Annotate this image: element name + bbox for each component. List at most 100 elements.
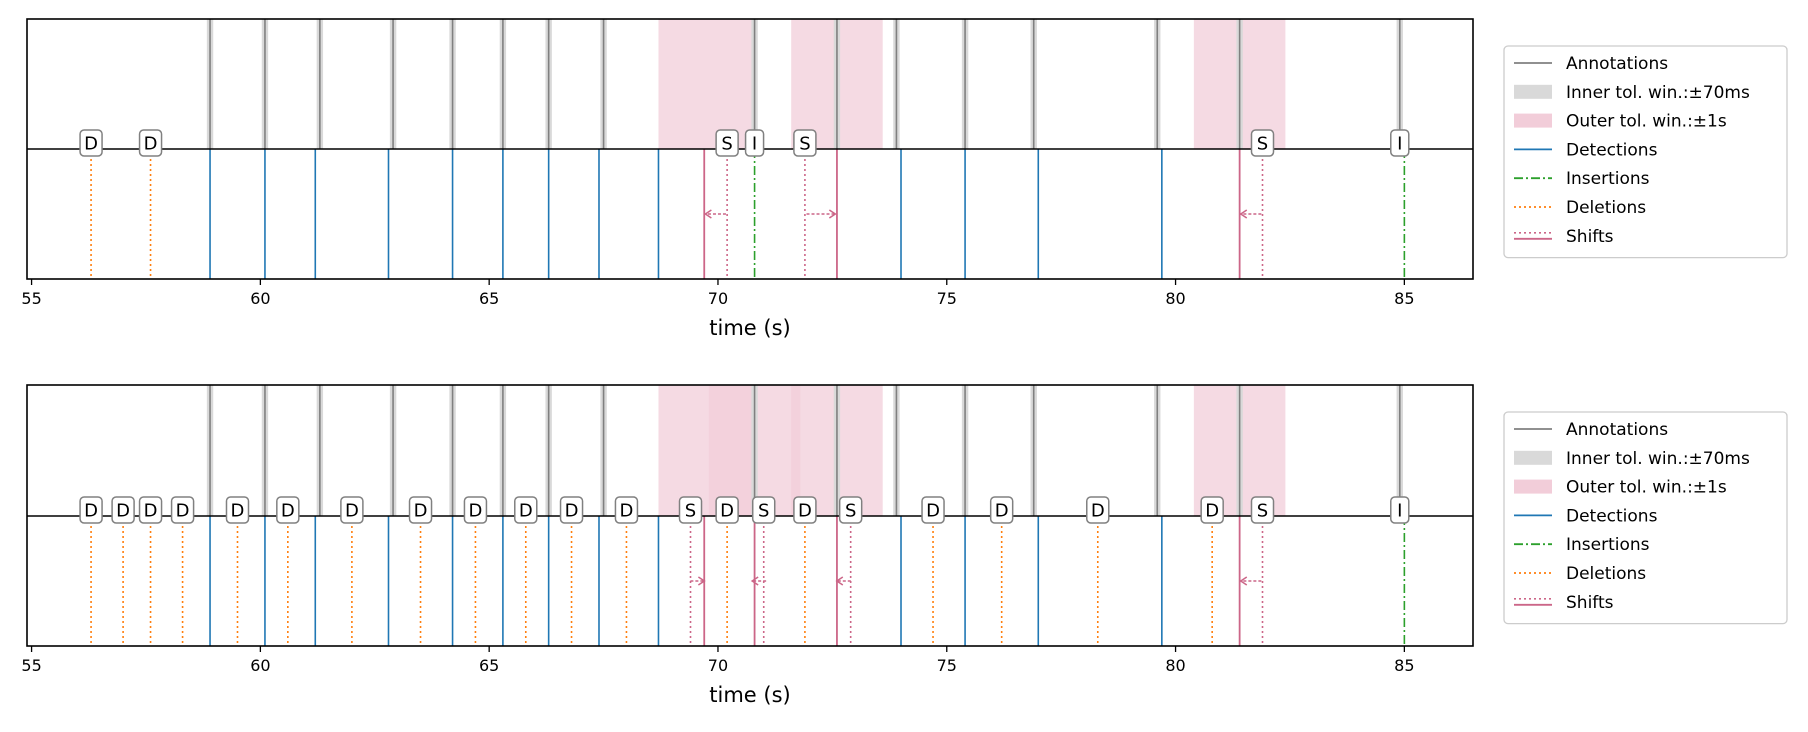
marker-box (111, 496, 135, 524)
legend-label: Detections (1566, 506, 1658, 526)
marker-box (793, 129, 817, 157)
legend-entry-3: Detections (1514, 506, 1658, 526)
marker-label: D (144, 134, 158, 155)
marker-label: I (1397, 134, 1402, 155)
marker-11: D (614, 496, 639, 524)
marker-19: D (1086, 496, 1110, 524)
marker-label: D (116, 501, 130, 522)
legend-swatch (1514, 113, 1552, 128)
marker-10: D (559, 496, 584, 524)
legend-label: Detections (1566, 140, 1658, 160)
x-tick-label: 75 (937, 656, 957, 675)
marker-2: S (715, 129, 739, 157)
legend: Annotations Inner tol. win.:±70ms Outer to… (1503, 45, 1788, 259)
legend-entry-1: Inner tol. win.:±70ms (1514, 83, 1750, 103)
legend-label: Annotations (1566, 54, 1668, 74)
marker-box (225, 496, 250, 524)
marker-box (989, 496, 1014, 524)
x-tick-label: 55 (21, 289, 41, 308)
marker-box (1200, 496, 1224, 524)
shift-arrow-2 (835, 576, 851, 586)
legend-entry-0: Annotations (1514, 420, 1668, 440)
marker-4: S (793, 129, 817, 157)
marker-12: S (678, 496, 703, 524)
legend-entry-2: Outer tol. win.:±1s (1514, 478, 1727, 498)
x-tick-label: 80 (1165, 289, 1185, 308)
marker-15: D (793, 496, 817, 524)
marker-box (276, 496, 300, 524)
marker-label: D (345, 501, 359, 522)
shift-arrow-0 (690, 576, 706, 586)
plot-area (90, 19, 1406, 279)
x-tick-label: 80 (1165, 656, 1185, 675)
legend-label: Insertions (1566, 535, 1650, 555)
marker-5: S (1250, 129, 1275, 157)
axes-frame (26, 384, 1474, 647)
legend: Annotations Inner tol. win.:±70ms Outer to… (1503, 411, 1788, 625)
marker-5: D (276, 496, 300, 524)
marker-0: D (79, 129, 103, 157)
marker-box (79, 129, 103, 157)
marker-box (514, 496, 538, 524)
legend-label: Annotations (1566, 420, 1668, 440)
marker-label: S (758, 501, 769, 522)
marker-label: D (720, 501, 734, 522)
marker-label: S (1257, 501, 1268, 522)
legend-entry-3: Detections (1514, 140, 1658, 160)
marker-box (614, 496, 639, 524)
marker-8: D (463, 496, 488, 524)
marker-box (559, 496, 584, 524)
marker-box (715, 496, 739, 524)
marker-9: D (514, 496, 538, 524)
marker-1: D (111, 496, 135, 524)
marker-label: I (1397, 501, 1402, 522)
marker-label: S (845, 501, 856, 522)
legend-label: Insertions (1566, 169, 1650, 189)
chart-panel-2: D D D D D D D D D D D D S D S D S D D D D S I55 60 65 70 75 80 85tim… (21, 384, 1788, 707)
plot-area (90, 385, 1406, 646)
legend-label: Outer tol. win.:±1s (1566, 112, 1727, 132)
marker-box (1390, 496, 1410, 524)
marker-box (838, 496, 863, 524)
marker-label: D (281, 501, 295, 522)
marker-box (715, 129, 739, 157)
marker-0: D (79, 496, 103, 524)
x-tick-label: 70 (708, 289, 728, 308)
marker-6: D (340, 496, 364, 524)
legend-label: Deletions (1566, 198, 1646, 218)
legend-entry-4: Insertions (1514, 535, 1650, 555)
x-tick-label: 70 (708, 656, 728, 675)
legend-entry-1: Inner tol. win.:±70ms (1514, 449, 1750, 469)
marker-label: I (752, 134, 757, 155)
marker-label: D (84, 134, 98, 155)
x-tick-label: 60 (250, 289, 270, 308)
marker-label: D (84, 501, 98, 522)
marker-box (408, 496, 433, 524)
marker-label: D (798, 501, 812, 522)
legend-swatch (1514, 450, 1552, 465)
legend-swatch (1514, 479, 1552, 494)
marker-4: D (225, 496, 250, 524)
marker-label: D (620, 501, 634, 522)
marker-16: S (838, 496, 863, 524)
marker-label: D (469, 501, 483, 522)
marker-2: D (138, 496, 163, 524)
x-tick-label: 75 (937, 289, 957, 308)
marker-box (79, 496, 103, 524)
marker-22: I (1390, 496, 1410, 524)
legend-label: Outer tol. win.:±1s (1566, 478, 1727, 498)
shift-arrow-1 (806, 209, 837, 219)
legend-entry-5: Deletions (1514, 564, 1646, 584)
marker-label: D (565, 501, 579, 522)
marker-box (1250, 496, 1275, 524)
marker-3: I (744, 129, 765, 157)
shift-arrow-1 (750, 576, 767, 586)
marker-box (138, 496, 163, 524)
legend-entry-0: Annotations (1514, 54, 1668, 74)
legend-entry-4: Insertions (1514, 169, 1650, 189)
marker-label: D (519, 501, 533, 522)
marker-3: D (170, 496, 195, 524)
legend-label: Shifts (1566, 593, 1614, 613)
